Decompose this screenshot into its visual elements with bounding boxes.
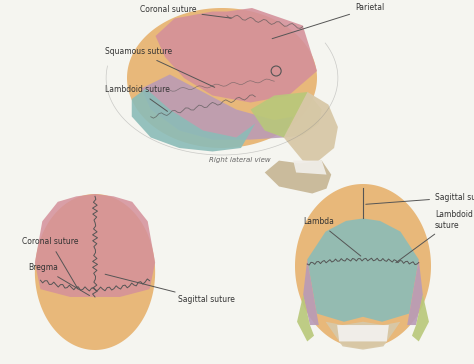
Text: Right lateral view: Right lateral view [209,157,271,163]
Text: Lambdoid suture: Lambdoid suture [105,86,170,111]
Text: Squamous suture: Squamous suture [105,47,215,87]
Polygon shape [265,161,331,194]
Polygon shape [132,88,255,151]
Text: Sagittal suture: Sagittal suture [105,274,235,305]
Polygon shape [326,322,401,350]
Polygon shape [155,8,317,103]
Polygon shape [250,92,322,138]
Polygon shape [303,260,319,325]
Polygon shape [141,75,293,140]
Polygon shape [337,325,389,341]
Polygon shape [407,260,423,325]
Polygon shape [297,295,314,341]
Text: Lambdoid
suture: Lambdoid suture [396,210,473,263]
Text: Bregma: Bregma [28,264,90,296]
Text: Sagittal suture: Sagittal suture [366,193,474,204]
Polygon shape [35,194,155,297]
Polygon shape [284,92,338,162]
Text: Lambda: Lambda [303,218,361,256]
Text: Parietal: Parietal [272,4,384,39]
Polygon shape [35,194,155,350]
Polygon shape [293,161,327,175]
Text: Coronal suture: Coronal suture [140,5,231,18]
Text: Coronal suture: Coronal suture [22,237,79,289]
Polygon shape [295,184,431,348]
Polygon shape [307,218,419,322]
Polygon shape [127,8,317,148]
Polygon shape [412,295,429,341]
